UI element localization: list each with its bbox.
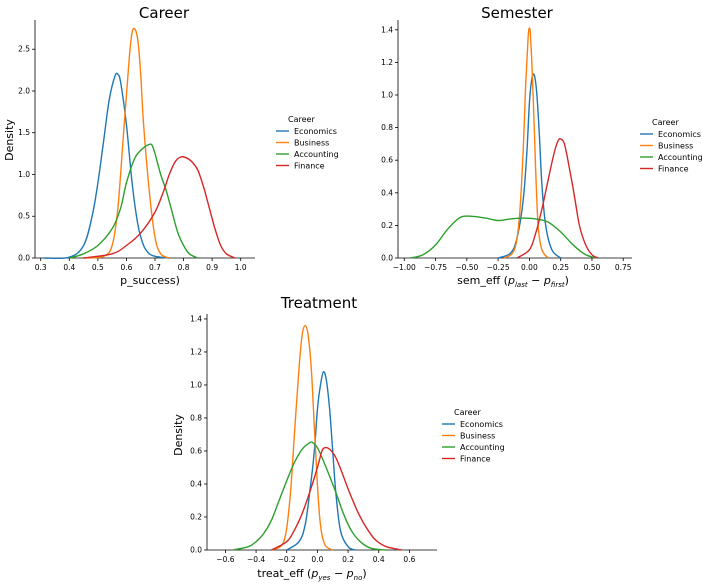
x-tick-label: 0.25 xyxy=(552,263,569,272)
legend-label: Business xyxy=(460,432,495,441)
legend-label: Business xyxy=(658,142,693,151)
legend-title: Career xyxy=(454,408,481,417)
legend-label: Economics xyxy=(460,420,503,429)
y-tick-label: 1.0 xyxy=(190,380,202,389)
y-tick-label: 0.4 xyxy=(190,479,202,488)
x-tick-label: 0.2 xyxy=(342,555,354,564)
x-axis-label-semester-lhs-sub: last xyxy=(515,281,528,289)
x-tick-label: 0.0 xyxy=(311,555,323,564)
x-axis-label-treatment-name: treat_eff xyxy=(257,567,304,580)
y-tick-label: 1.2 xyxy=(381,58,393,67)
x-tick-label: −0.6 xyxy=(216,555,234,564)
x-axis-label-treatment-rhs-sub: no xyxy=(354,574,363,582)
x-tick-label: 0.7 xyxy=(149,263,161,272)
y-tick-label: 2.5 xyxy=(18,45,30,54)
legend-label: Accounting xyxy=(294,150,339,159)
y-tick-label: 0.4 xyxy=(381,188,393,197)
series-line-business xyxy=(270,324,334,551)
x-tick-label: 0.4 xyxy=(63,263,75,272)
series-line-finance xyxy=(83,156,236,259)
x-axis-label-semester: sem_eff (plast − pfirst) xyxy=(457,274,569,289)
legend-title: Career xyxy=(652,118,679,127)
x-axis-label-treatment-lhs-sub: yes xyxy=(317,574,330,582)
series-line-accounting xyxy=(410,215,599,259)
y-axis-label-career: Density xyxy=(3,119,16,161)
legend-label: Accounting xyxy=(658,153,703,162)
legend-title: Career xyxy=(288,115,315,124)
x-axis-label-treatment-rhs: p xyxy=(346,567,354,580)
x-tick-label: 0.5 xyxy=(92,263,104,272)
series-line-economics xyxy=(286,371,357,551)
x-tick-label: −0.50 xyxy=(455,263,478,272)
x-axis-label-semester-name: sem_eff xyxy=(457,274,500,287)
series-line-accounting xyxy=(232,441,387,551)
y-tick-label: 0.0 xyxy=(18,254,30,263)
legend-label: Finance xyxy=(294,162,325,171)
series-line-economics xyxy=(43,72,170,260)
x-tick-label: −0.25 xyxy=(487,263,510,272)
x-tick-label: 0.6 xyxy=(120,263,132,272)
y-tick-label: 0.2 xyxy=(190,512,202,521)
x-tick-label: −0.2 xyxy=(278,555,296,564)
y-tick-label: 1.4 xyxy=(381,25,393,34)
x-tick-label: −0.4 xyxy=(247,555,265,564)
y-tick-label: 1.0 xyxy=(18,170,30,179)
x-axis-label-treatment-lhs: p xyxy=(310,567,318,580)
series-line-finance xyxy=(271,446,402,551)
legend-label: Finance xyxy=(658,165,689,174)
y-tick-label: 1.0 xyxy=(381,90,393,99)
chart-title-semester: Semester xyxy=(481,4,554,22)
x-tick-label: 1.0 xyxy=(235,263,247,272)
legend-label: Economics xyxy=(294,127,337,136)
y-tick-label: 0.0 xyxy=(381,254,393,263)
legend-label: Economics xyxy=(658,130,701,139)
series-line-business xyxy=(83,27,170,259)
x-tick-label: 0.4 xyxy=(373,555,385,564)
x-tick-label: 0.3 xyxy=(35,263,47,272)
x-tick-label: 0.75 xyxy=(615,263,632,272)
chart-panel-career: Career Density p_success) 0.3 0.4 0.5 0.6 0.… xyxy=(3,4,339,287)
y-tick-label: 1.5 xyxy=(18,128,30,137)
y-tick-label: 1.2 xyxy=(190,347,202,356)
series-line-finance xyxy=(516,138,599,259)
legend-label: Finance xyxy=(460,455,491,464)
x-axis-label-treatment: treat_eff (pyes − pno) xyxy=(257,567,366,582)
y-axis-label-treatment: Density xyxy=(172,414,185,456)
x-tick-label: 0.00 xyxy=(521,263,538,272)
y-tick-label: 0.2 xyxy=(381,221,393,230)
x-axis-label-semester-rhs: p xyxy=(543,274,551,287)
x-tick-label: 0.8 xyxy=(178,263,190,272)
chart-title-treatment: Treatment xyxy=(280,294,357,312)
y-tick-label: 0.6 xyxy=(190,446,202,455)
x-axis-label-career: p_success) xyxy=(120,274,180,287)
y-tick-label: 1.4 xyxy=(190,314,202,323)
y-tick-label: 0.8 xyxy=(190,413,202,422)
x-tick-label: 0.50 xyxy=(584,263,601,272)
y-tick-label: 0.5 xyxy=(18,212,30,221)
chart-panel-semester: Semester sem_eff (plast − pfirst) −1.00−… xyxy=(381,4,703,289)
legend-label: Accounting xyxy=(460,443,505,452)
legend: Career Economics Business Accounting Finance xyxy=(276,115,339,171)
x-axis-label-semester-op: − xyxy=(531,274,540,287)
legend: Career Economics Business Accounting Finance xyxy=(640,118,703,174)
y-tick-label: 0.8 xyxy=(381,123,393,132)
x-axis-label-treatment-op: − xyxy=(334,567,343,580)
chart-title-career: Career xyxy=(139,4,190,22)
legend: Career Economics Business Accounting Finance xyxy=(442,408,505,464)
series-line-accounting xyxy=(69,143,199,259)
y-tick-label: 0.0 xyxy=(190,546,202,555)
y-tick-label: 2.0 xyxy=(18,86,30,95)
legend-label: Business xyxy=(294,139,329,148)
x-tick-label: 0.6 xyxy=(403,555,415,564)
series-line-business xyxy=(503,27,549,259)
y-tick-label: 0.6 xyxy=(381,156,393,165)
x-tick-label: −1.00 xyxy=(393,263,416,272)
x-axis-label-semester-lhs: p xyxy=(507,274,515,287)
chart-panel-treatment: Treatment Density treat_eff (pyes − pno)… xyxy=(172,294,505,582)
x-tick-label: −0.75 xyxy=(424,263,447,272)
x-axis-label-semester-rhs-sub: first xyxy=(551,281,565,289)
x-tick-label: 0.9 xyxy=(206,263,218,272)
